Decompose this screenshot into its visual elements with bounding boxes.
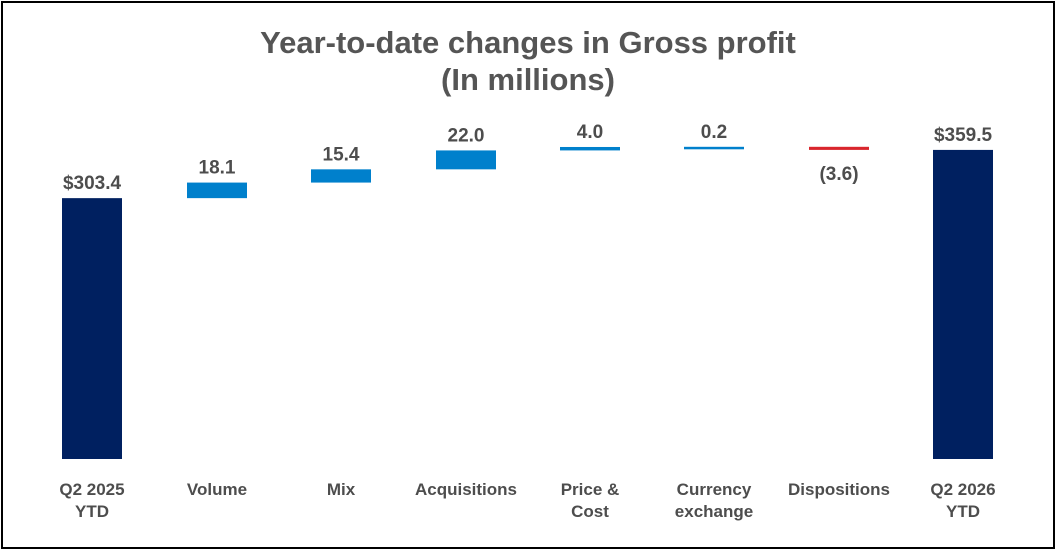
bar-1 (187, 182, 247, 199)
category-label-2: Mix (326, 480, 356, 499)
bar-7 (933, 149, 993, 460)
bar-6 (809, 146, 869, 150)
bar-3 (436, 150, 496, 170)
chart-title-block: Year-to-date changes in Gross profit (In… (0, 24, 1056, 98)
category-label-7: Q2 2026 YTD (930, 480, 996, 521)
data-label-2: 15.4 (323, 144, 360, 165)
bar-4 (560, 146, 620, 151)
bar-2 (311, 169, 371, 183)
chart-title: Year-to-date changes in Gross profit (260, 25, 796, 60)
bar-5 (684, 146, 744, 150)
category-label-5: Currency exchange (674, 480, 754, 521)
category-label-0: Q2 2025 YTD (59, 480, 125, 521)
data-label-5: 0.2 (701, 122, 727, 143)
category-label-3: Acquisitions (414, 480, 517, 499)
data-label-4: 4.0 (577, 122, 603, 143)
bar-0 (62, 198, 122, 460)
data-label-1: 18.1 (199, 158, 236, 179)
category-label-4: Price & Cost (560, 480, 620, 521)
data-label-0: $303.4 (63, 173, 122, 194)
data-label-7: $359.5 (934, 125, 993, 146)
category-label-6: Dispositions (787, 480, 890, 499)
chart-subtitle: (In millions) (441, 62, 615, 97)
category-label-1: Volume (186, 480, 248, 499)
data-label-6: (3.6) (819, 164, 858, 185)
data-label-3: 22.0 (448, 125, 485, 146)
